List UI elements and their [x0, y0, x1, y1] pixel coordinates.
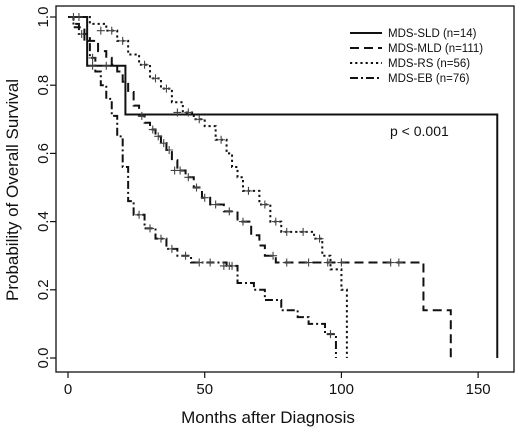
censor-mark: [200, 193, 209, 202]
censor-mark: [96, 26, 105, 35]
p-value-annotation: p < 0.001: [390, 123, 449, 139]
censor-mark: [260, 200, 269, 209]
censor-mark: [118, 36, 127, 45]
censor-mark: [386, 258, 395, 267]
legend-label: MDS-EB (n=76): [388, 73, 470, 85]
legend-label: MDS-MLD (n=111): [388, 43, 483, 55]
series-line-0: [68, 16, 499, 358]
x-tick-label: 0: [64, 381, 72, 398]
censor-mark: [304, 258, 313, 267]
censor-mark: [217, 135, 226, 144]
censor-mark: [315, 234, 324, 243]
censor-mark: [225, 207, 234, 216]
censor-mark: [148, 125, 157, 134]
y-tick-label: 0.6: [35, 143, 52, 164]
censor-mark: [269, 251, 278, 260]
series-line-3: [68, 16, 337, 358]
censor-mark: [299, 227, 308, 236]
x-tick-label: 100: [329, 381, 354, 398]
censor-mark: [184, 108, 193, 117]
y-tick-label: 0.4: [35, 211, 52, 232]
censor-mark: [151, 74, 160, 83]
x-tick-label: 150: [466, 381, 491, 398]
y-tick-label: 0.2: [35, 279, 52, 300]
censor-mark: [146, 224, 155, 233]
y-axis-title: Probability of Overall Survival: [3, 79, 22, 301]
legend-label: MDS-SLD (n=14): [388, 28, 477, 40]
x-tick-label: 50: [196, 381, 213, 398]
censor-mark: [195, 115, 204, 124]
legend-label: MDS-RS (n=56): [388, 58, 470, 70]
censor-mark: [192, 183, 201, 192]
censor-mark: [176, 166, 185, 175]
censor-mark: [154, 132, 163, 141]
censor-mark: [228, 261, 237, 270]
series-line-2: [68, 16, 348, 358]
y-tick-label: 1.0: [35, 7, 52, 28]
censor-mark: [394, 258, 403, 267]
censor-mark: [88, 53, 97, 62]
legend: MDS-SLD (n=14) MDS-MLD (n=111) MDS-RS (n=5…: [350, 28, 483, 85]
censor-mark: [238, 217, 247, 226]
censor-mark: [195, 258, 204, 267]
censor-mark: [244, 186, 253, 195]
censor-mark: [282, 227, 291, 236]
y-tick-label: 0.0: [35, 348, 52, 369]
censor-mark: [206, 258, 215, 267]
censor-mark: [326, 330, 335, 339]
censor-mark: [211, 200, 220, 209]
censor-mark: [77, 30, 86, 39]
censor-mark: [282, 258, 291, 267]
censor-mark: [74, 13, 83, 21]
censor-mark: [167, 244, 176, 253]
censor-mark: [337, 258, 346, 267]
censor-mark: [165, 145, 174, 154]
censor-marks: [69, 13, 403, 339]
censor-mark: [173, 108, 182, 117]
censor-mark: [107, 26, 116, 35]
censor-mark: [184, 173, 193, 182]
y-tick-label: 0.8: [35, 75, 52, 96]
plot-frame: [55, 5, 515, 373]
x-axis-title: Months after Diagnosis: [181, 408, 355, 427]
censor-mark: [137, 111, 146, 120]
censor-mark: [181, 251, 190, 260]
censor-mark: [135, 210, 144, 219]
censor-mark: [156, 234, 165, 243]
censor-mark: [159, 139, 168, 148]
censor-mark: [88, 61, 97, 70]
axis-ticks: 0 50 100 150 0.0 0.2 0.4 0.6 0.8 1.0: [35, 7, 491, 398]
censor-mark: [102, 61, 111, 70]
censor-mark: [323, 258, 332, 267]
censor-mark: [140, 60, 149, 69]
censor-mark: [162, 84, 171, 93]
censor-mark: [271, 217, 280, 226]
